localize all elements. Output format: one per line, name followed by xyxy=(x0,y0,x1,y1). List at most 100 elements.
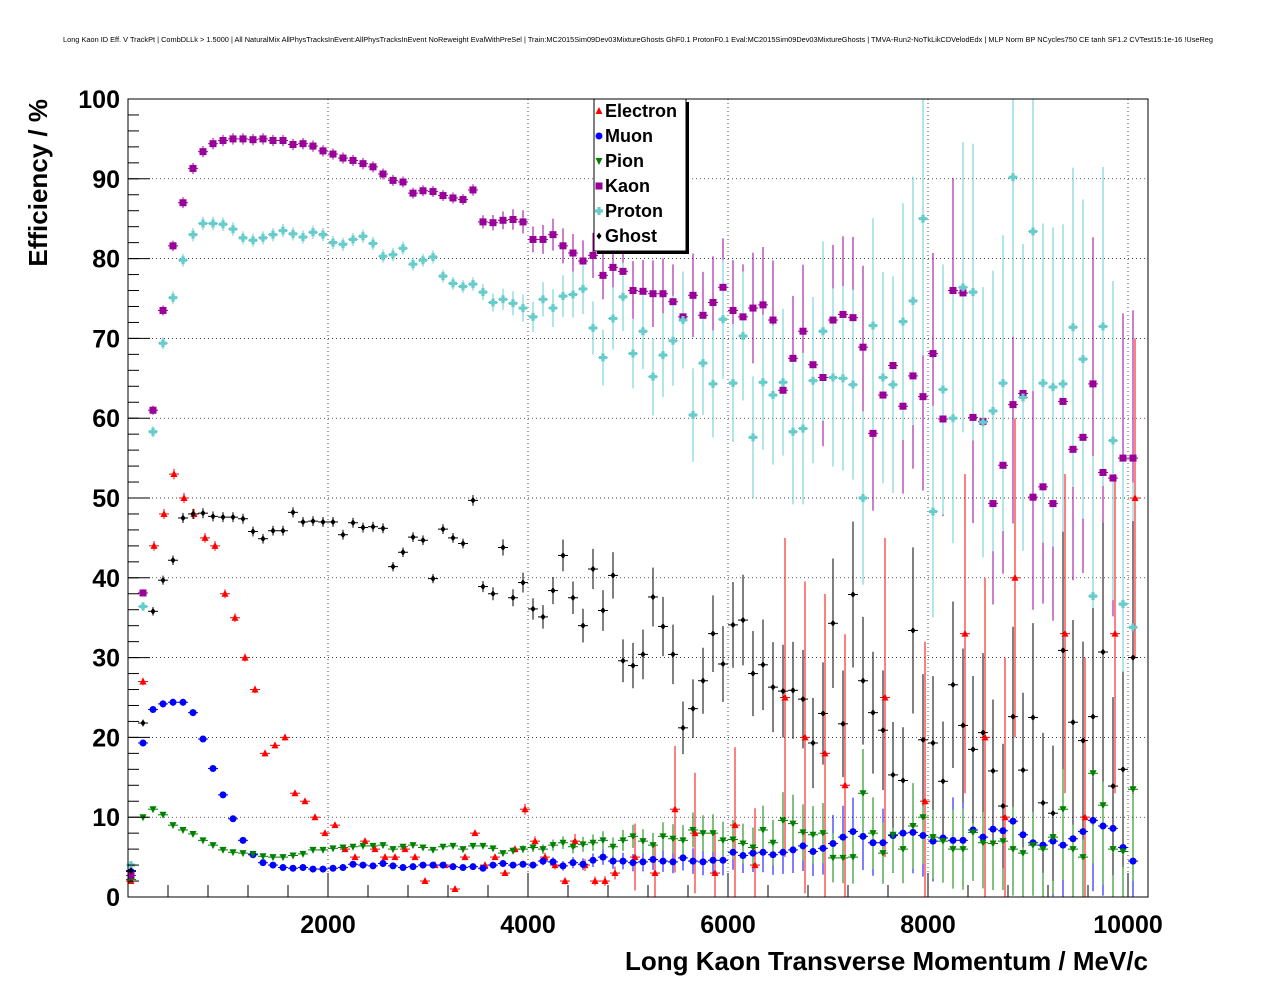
pion-point xyxy=(579,841,587,849)
muon-point xyxy=(439,861,447,869)
pion-point xyxy=(669,835,677,843)
pion-point xyxy=(619,837,627,845)
ghost-point xyxy=(670,650,676,658)
proton-point xyxy=(319,230,327,239)
kaon-point xyxy=(939,415,947,423)
kaon-point xyxy=(1069,445,1077,453)
ghost-point xyxy=(1120,765,1126,773)
pion-point xyxy=(269,854,277,862)
kaon-point xyxy=(819,374,827,382)
pion-point xyxy=(629,833,637,841)
muon-point xyxy=(839,833,847,841)
muon-point xyxy=(229,815,237,823)
proton-point xyxy=(859,494,867,502)
kaon-point xyxy=(749,304,757,312)
electron-point xyxy=(1111,629,1119,637)
ghost-point xyxy=(160,576,166,584)
legend-marker-muon xyxy=(595,132,603,140)
proton-point xyxy=(739,332,747,341)
muon-point xyxy=(699,858,707,866)
pion-point xyxy=(439,843,447,851)
electron-point xyxy=(781,693,789,701)
pion-point xyxy=(1079,854,1087,862)
ghost-point xyxy=(170,556,176,564)
muon-point xyxy=(739,852,747,860)
proton-point xyxy=(639,327,647,336)
legend-box xyxy=(593,98,687,252)
pion-point xyxy=(689,826,697,834)
pion-point xyxy=(1129,786,1137,794)
muon-point xyxy=(1059,841,1067,849)
x-tick-label: 10000 xyxy=(1093,911,1163,939)
proton-point xyxy=(1079,355,1087,364)
kaon-point xyxy=(839,310,847,318)
proton-point xyxy=(419,256,427,265)
ghost-point xyxy=(760,661,766,669)
proton-point xyxy=(719,315,727,324)
pion-point xyxy=(769,839,777,847)
muon-point xyxy=(979,833,987,841)
muon-point xyxy=(569,859,577,867)
kaon-point xyxy=(949,287,957,295)
proton-point xyxy=(1069,323,1077,332)
kaon-point xyxy=(1079,433,1087,441)
kaon-point xyxy=(689,291,697,299)
pion-point xyxy=(729,836,737,844)
pion-point xyxy=(369,842,377,850)
pion-point xyxy=(309,846,317,854)
electron-point xyxy=(231,613,239,621)
kaon-point xyxy=(579,257,587,265)
ghost-point xyxy=(620,657,626,665)
electron-point xyxy=(1131,494,1139,501)
ghost-point xyxy=(790,686,796,694)
muon-point xyxy=(899,829,907,837)
pion-point xyxy=(499,850,507,858)
muon-point xyxy=(1099,822,1107,830)
kaon-point xyxy=(789,354,797,362)
ghost-point xyxy=(510,594,516,602)
muon-point xyxy=(419,861,427,869)
ghost-point xyxy=(310,517,316,525)
muon-point xyxy=(479,864,487,872)
kaon-point xyxy=(559,242,567,250)
ghost-point xyxy=(290,508,296,516)
electron-point xyxy=(251,685,259,693)
kaon-point xyxy=(509,215,517,223)
proton-point xyxy=(699,359,707,368)
ghost-point xyxy=(180,514,186,522)
pion-point xyxy=(789,820,797,828)
kaon-point xyxy=(1049,500,1057,508)
muon-point xyxy=(529,861,537,869)
pion-point xyxy=(869,830,877,838)
pion-point xyxy=(259,853,267,861)
ghost-point xyxy=(820,709,826,717)
kaon-point xyxy=(459,196,467,204)
kaon-point xyxy=(609,263,617,271)
electron-point xyxy=(711,869,719,877)
muon-point xyxy=(709,856,717,864)
electron-point xyxy=(411,853,419,861)
electron-point xyxy=(461,853,469,861)
ghost-point xyxy=(500,543,506,551)
kaon-point xyxy=(659,290,667,298)
muon-point xyxy=(649,855,657,863)
ghost-point xyxy=(540,613,546,621)
muon-point xyxy=(639,858,647,866)
proton-point xyxy=(469,280,477,289)
muon-point xyxy=(689,857,697,865)
pion-point xyxy=(659,833,667,841)
pion-point xyxy=(679,837,687,845)
pion-point xyxy=(799,829,807,837)
pion-point xyxy=(909,822,917,830)
muon-point xyxy=(659,857,667,865)
electron-point xyxy=(921,797,929,805)
electron-point xyxy=(261,749,269,757)
proton-point xyxy=(149,427,157,436)
ghost-point xyxy=(1110,782,1116,790)
legend-marker-pion xyxy=(595,158,603,165)
kaon-point xyxy=(259,135,267,143)
ghost-point xyxy=(530,605,536,613)
proton-point xyxy=(359,232,367,241)
kaon-point xyxy=(179,199,187,207)
kaon-point xyxy=(719,283,727,291)
